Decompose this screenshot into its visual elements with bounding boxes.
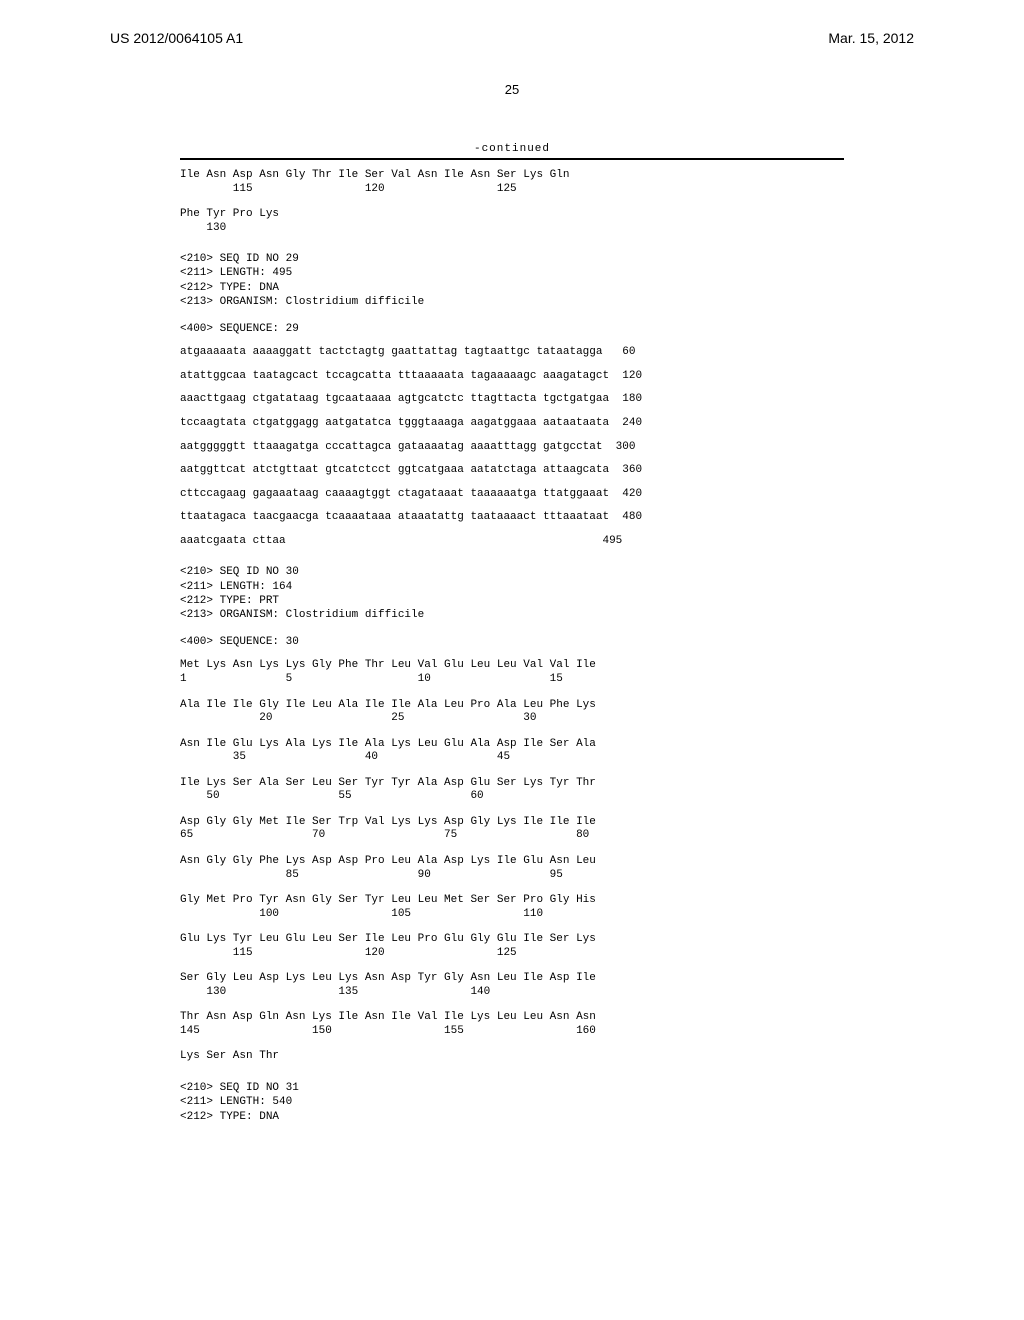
aa-positions: 35 40 45 — [180, 752, 844, 764]
aa-row: Ala Ile Ile Gly Ile Leu Ala Ile Ile Ala … — [180, 700, 844, 712]
aa-positions: 130 — [180, 223, 844, 235]
aa-row: Lys Ser Asn Thr — [180, 1051, 844, 1063]
aa-row: Ser Gly Leu Asp Lys Leu Lys Asn Asp Tyr … — [180, 973, 844, 985]
seq-id: <210> SEQ ID NO 30 — [180, 565, 844, 579]
seq30-meta: <210> SEQ ID NO 30 <211> LENGTH: 164 <21… — [180, 565, 844, 622]
aa-row: Gly Met Pro Tyr Asn Gly Ser Tyr Leu Leu … — [180, 895, 844, 907]
aa-positions: 145 150 155 160 — [180, 1026, 844, 1038]
seq30-protein: Met Lys Asn Lys Lys Gly Phe Thr Leu Val … — [180, 660, 844, 1062]
seq29-label: <400> SEQUENCE: 29 — [180, 323, 844, 335]
aa-row: Ile Asn Asp Asn Gly Thr Ile Ser Val Asn … — [180, 170, 844, 182]
dna-row: cttccagaag gagaaataag caaaagtggt ctagata… — [180, 489, 844, 501]
dna-row: aaacttgaag ctgatataag tgcaataaaa agtgcat… — [180, 394, 844, 406]
seq-id: <210> SEQ ID NO 29 — [180, 252, 844, 266]
aa-row: Thr Asn Asp Gln Asn Lys Ile Asn Ile Val … — [180, 1012, 844, 1024]
aa-positions: 115 120 125 — [180, 948, 844, 960]
dna-row: tccaagtata ctgatggagg aatgatatca tgggtaa… — [180, 418, 844, 430]
dna-row: aaatcgaata cttaa 495 — [180, 536, 844, 548]
seq-type: <212> TYPE: DNA — [180, 1110, 844, 1124]
aa-positions: 20 25 30 — [180, 713, 844, 725]
aa-positions: 1 5 10 15 — [180, 674, 844, 686]
seq29-dna: atgaaaaata aaaaggatt tactctagtg gaattatt… — [180, 347, 844, 547]
seq28-tail: Phe Tyr Pro Lys 130 — [180, 209, 844, 234]
aa-row: Asp Gly Gly Met Ile Ser Trp Val Lys Lys … — [180, 817, 844, 829]
aa-positions: 100 105 110 — [180, 909, 844, 921]
page-number: 25 — [0, 82, 1024, 97]
seq31-meta: <210> SEQ ID NO 31 <211> LENGTH: 540 <21… — [180, 1081, 844, 1124]
aa-row: Ile Lys Ser Ala Ser Leu Ser Tyr Tyr Ala … — [180, 778, 844, 790]
page-header: US 2012/0064105 A1 Mar. 15, 2012 — [0, 0, 1024, 46]
seq-type: <212> TYPE: DNA — [180, 281, 844, 295]
dna-row: ttaatagaca taacgaacga tcaaaataaa ataaata… — [180, 512, 844, 524]
publication-date: Mar. 15, 2012 — [828, 30, 914, 46]
section-rule — [180, 158, 844, 160]
aa-row: Phe Tyr Pro Lys — [180, 209, 844, 221]
seq-organism: <213> ORGANISM: Clostridium difficile — [180, 295, 844, 309]
seq28-tail: Ile Asn Asp Asn Gly Thr Ile Ser Val Asn … — [180, 170, 844, 195]
aa-row: Asn Ile Glu Lys Ala Lys Ile Ala Lys Leu … — [180, 739, 844, 751]
seq-id: <210> SEQ ID NO 31 — [180, 1081, 844, 1095]
seq-type: <212> TYPE: PRT — [180, 594, 844, 608]
aa-row: Asn Gly Gly Phe Lys Asp Asp Pro Leu Ala … — [180, 856, 844, 868]
seq-organism: <213> ORGANISM: Clostridium difficile — [180, 608, 844, 622]
aa-row: Met Lys Asn Lys Lys Gly Phe Thr Leu Val … — [180, 660, 844, 672]
aa-row: Glu Lys Tyr Leu Glu Leu Ser Ile Leu Pro … — [180, 934, 844, 946]
dna-row: aatggttcat atctgttaat gtcatctcct ggtcatg… — [180, 465, 844, 477]
sequence-listing-content: -continued Ile Asn Asp Asn Gly Thr Ile S… — [0, 97, 1024, 1124]
seq-length: <211> LENGTH: 540 — [180, 1095, 844, 1109]
seq30-label: <400> SEQUENCE: 30 — [180, 636, 844, 648]
seq-length: <211> LENGTH: 164 — [180, 580, 844, 594]
dna-row: atattggcaa taatagcact tccagcatta tttaaaa… — [180, 371, 844, 383]
continued-label: -continued — [180, 143, 844, 155]
aa-positions: 130 135 140 — [180, 987, 844, 999]
seq-length: <211> LENGTH: 495 — [180, 266, 844, 280]
aa-positions: 85 90 95 — [180, 870, 844, 882]
dna-row: aatgggggtt ttaaagatga cccattagca gataaaa… — [180, 442, 844, 454]
dna-row: atgaaaaata aaaaggatt tactctagtg gaattatt… — [180, 347, 844, 359]
aa-positions: 65 70 75 80 — [180, 830, 844, 842]
publication-number: US 2012/0064105 A1 — [110, 30, 243, 46]
aa-positions: 50 55 60 — [180, 791, 844, 803]
aa-positions: 115 120 125 — [180, 184, 844, 196]
seq29-meta: <210> SEQ ID NO 29 <211> LENGTH: 495 <21… — [180, 252, 844, 309]
